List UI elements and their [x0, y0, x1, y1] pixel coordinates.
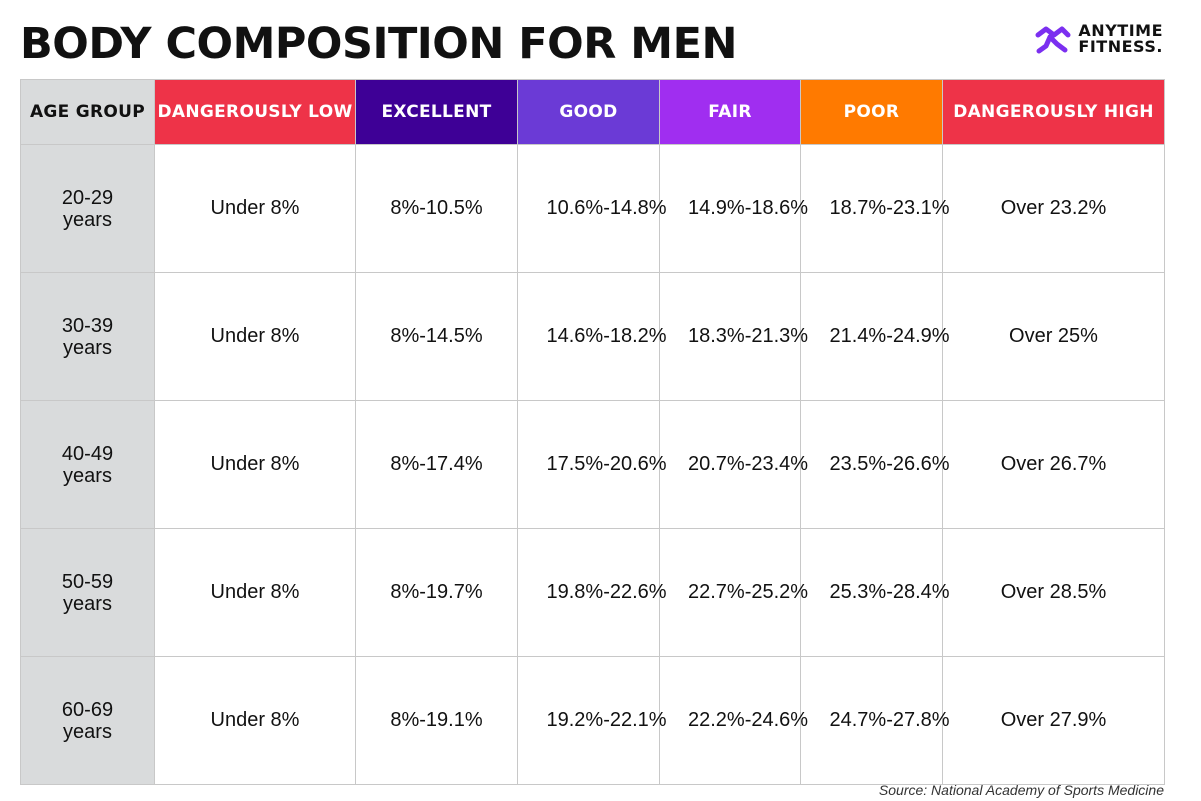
age-group-label: 20-29 years	[61, 186, 114, 231]
value-cell: Under 8%	[154, 144, 356, 273]
value-cell: 23.5%-26.6%	[800, 400, 950, 529]
value-text: Over 26.7%	[1000, 453, 1107, 475]
column-header-dangerously-high: DANGEROUSLY HIGH	[942, 79, 1165, 145]
value-text: Under 8%	[210, 197, 300, 219]
value-cell: Over 23.2%	[942, 144, 1165, 273]
age-group-cell: 20-29 years	[20, 144, 155, 273]
value-cell: 8%-19.1%	[355, 656, 518, 785]
value-cell: Over 27.9%	[942, 656, 1165, 785]
value-cell: 18.7%-23.1%	[800, 144, 950, 273]
column-header-poor: POOR	[800, 79, 943, 145]
value-cell: 20.7%-23.4%	[659, 400, 809, 529]
value-cell: 17.5%-20.6%	[517, 400, 667, 529]
value-cell: 14.6%-18.2%	[517, 272, 667, 401]
value-text: 14.9%-18.6%	[688, 197, 809, 219]
table-row: 20-29 years Under 8% 8%-10.5% 10.6%-14.8% 14…	[20, 144, 1165, 273]
value-cell: Under 8%	[154, 400, 356, 529]
value-text: 20.7%-23.4%	[688, 453, 809, 475]
value-cell: 19.2%-22.1%	[517, 656, 667, 785]
value-text: Under 8%	[210, 453, 300, 475]
value-cell: 19.8%-22.6%	[517, 528, 667, 657]
value-text: 24.7%-27.8%	[829, 709, 950, 731]
value-text: 19.8%-22.6%	[546, 581, 667, 603]
age-group-cell: 50-59 years	[20, 528, 155, 657]
value-text: 22.2%-24.6%	[688, 709, 809, 731]
table-row: 60-69 years Under 8% 8%-19.1% 19.2%-22.1% 22…	[20, 656, 1165, 785]
value-text: Under 8%	[210, 709, 300, 731]
age-group-cell: 40-49 years	[20, 400, 155, 529]
value-text: Under 8%	[210, 581, 300, 603]
brand-line-1: ANYTIME	[1078, 21, 1163, 40]
value-text: 18.7%-23.1%	[829, 197, 950, 219]
table-row: 30-39 years Under 8% 8%-14.5% 14.6%-18.2% 18…	[20, 272, 1165, 401]
value-cell: Over 28.5%	[942, 528, 1165, 657]
value-cell: 8%-10.5%	[355, 144, 518, 273]
age-group-label: 30-39 years	[61, 314, 114, 359]
value-cell: 25.3%-28.4%	[800, 528, 950, 657]
brand-line-2: FITNESS.	[1078, 37, 1163, 56]
value-text: 10.6%-14.8%	[546, 197, 667, 219]
value-cell: 24.7%-27.8%	[800, 656, 950, 785]
value-cell: 8%-14.5%	[355, 272, 518, 401]
table-row: 50-59 years Under 8% 8%-19.7% 19.8%-22.6% 22…	[20, 528, 1165, 657]
value-text: 8%-14.5%	[390, 325, 483, 347]
brand-logo: ANYTIME FITNESS.	[1034, 22, 1163, 56]
column-header-excellent: EXCELLENT	[355, 79, 518, 145]
value-text: 25.3%-28.4%	[829, 581, 950, 603]
value-cell: 22.7%-25.2%	[659, 528, 809, 657]
value-cell: 8%-19.7%	[355, 528, 518, 657]
value-text: Over 23.2%	[1000, 197, 1107, 219]
value-text: Over 27.9%	[1000, 709, 1107, 731]
value-text: 8%-19.7%	[390, 581, 483, 603]
value-text: 18.3%-21.3%	[688, 325, 809, 347]
age-group-label: 50-59 years	[61, 570, 114, 615]
column-header-fair: FAIR	[659, 79, 801, 145]
value-text: Under 8%	[210, 325, 300, 347]
table-body: 20-29 years Under 8% 8%-10.5% 10.6%-14.8% 14…	[20, 144, 1165, 785]
value-text: 8%-17.4%	[390, 453, 483, 475]
value-cell: Over 25%	[942, 272, 1165, 401]
value-text: 8%-10.5%	[390, 197, 483, 219]
page-title: BODY COMPOSITION FOR MEN	[20, 19, 737, 69]
body-fat-table: AGE GROUP DANGEROUSLY LOW EXCELLENT GOOD FAI…	[20, 79, 1165, 785]
age-group-label: 60-69 years	[61, 698, 114, 743]
value-cell: Under 8%	[154, 656, 356, 785]
value-text: 23.5%-26.6%	[829, 453, 950, 475]
source-note: Source: National Academy of Sports Medic…	[878, 782, 1164, 798]
brand-name: ANYTIME FITNESS.	[1078, 23, 1163, 55]
value-text: Over 25%	[1009, 325, 1098, 347]
age-group-label: 40-49 years	[61, 442, 114, 487]
value-cell: Under 8%	[154, 272, 356, 401]
value-text: 17.5%-20.6%	[546, 453, 667, 475]
value-text: 21.4%-24.9%	[829, 325, 950, 347]
value-cell: 22.2%-24.6%	[659, 656, 809, 785]
table-row: 40-49 years Under 8% 8%-17.4% 17.5%-20.6% 20…	[20, 400, 1165, 529]
running-man-icon	[1034, 22, 1072, 56]
age-group-cell: 60-69 years	[20, 656, 155, 785]
value-cell: Over 26.7%	[942, 400, 1165, 529]
value-text: 14.6%-18.2%	[546, 325, 667, 347]
value-cell: 14.9%-18.6%	[659, 144, 809, 273]
column-header-good: GOOD	[517, 79, 660, 145]
value-text: 8%-19.1%	[390, 709, 483, 731]
column-header-age-group: AGE GROUP	[20, 79, 155, 145]
value-cell: Under 8%	[154, 528, 356, 657]
value-cell: 8%-17.4%	[355, 400, 518, 529]
column-header-dangerously-low: DANGEROUSLY LOW	[154, 79, 356, 145]
value-text: Over 28.5%	[1000, 581, 1107, 603]
value-text: 19.2%-22.1%	[546, 709, 667, 731]
age-group-cell: 30-39 years	[20, 272, 155, 401]
value-cell: 10.6%-14.8%	[517, 144, 667, 273]
value-cell: 21.4%-24.9%	[800, 272, 950, 401]
value-cell: 18.3%-21.3%	[659, 272, 809, 401]
header-row: AGE GROUP DANGEROUSLY LOW EXCELLENT GOOD FAI…	[20, 79, 1165, 145]
value-text: 22.7%-25.2%	[688, 581, 809, 603]
